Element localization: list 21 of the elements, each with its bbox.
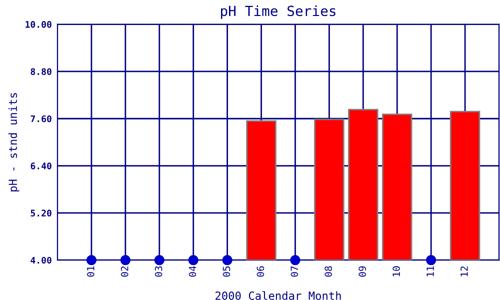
x-tick-label: 09 <box>358 266 366 277</box>
x-tick-label: 07 <box>290 266 298 277</box>
y-tick-label: 5.20 <box>30 210 52 216</box>
chart-title: pH Time Series <box>221 5 336 19</box>
y-tick-label: 7.60 <box>30 115 52 122</box>
x-tick-label: 12 <box>460 266 468 276</box>
x-axis-title: 2000 Calendar Month <box>216 291 341 300</box>
y-tick-label: 8.80 <box>30 68 52 76</box>
x-tick-label: 03 <box>154 266 162 277</box>
x-tick-label: 01 <box>86 266 94 277</box>
x-tick-label: 11 <box>426 266 434 276</box>
y-tick-label: 6.40 <box>30 162 52 170</box>
x-tick-label: 05 <box>222 266 230 277</box>
y-tick-label: 4.00 <box>30 256 52 264</box>
x-tick-label: 08 <box>324 266 332 277</box>
y-tick-label: 10.00 <box>26 21 52 28</box>
x-tick-label: 10 <box>392 266 400 276</box>
x-tick-label: 06 <box>256 266 264 277</box>
y-axis-title: pH - stnd units <box>8 93 20 192</box>
x-tick-label: 02 <box>120 266 128 277</box>
x-tick-label: 04 <box>188 266 196 277</box>
